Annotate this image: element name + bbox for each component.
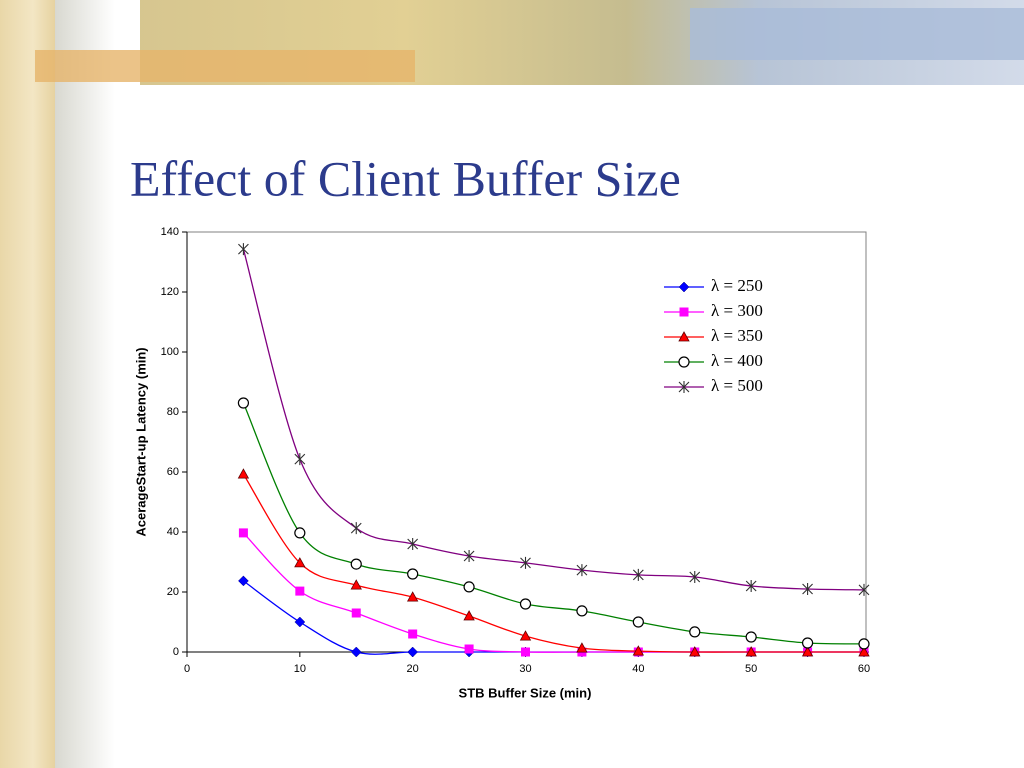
x-axis-label: STB Buffer Size (min) [459, 685, 592, 700]
y-tick-label: 0 [173, 646, 179, 658]
marker [802, 583, 813, 595]
x-tick-label: 10 [294, 663, 306, 675]
marker [237, 397, 250, 409]
marker [464, 644, 474, 654]
marker [294, 557, 306, 568]
marker [407, 646, 419, 658]
y-tick-label: 140 [161, 226, 179, 238]
marker [463, 550, 475, 562]
y-tick-label: 120 [161, 286, 179, 298]
shade [55, 0, 115, 768]
legend-label: λ = 400 [711, 351, 763, 370]
marker [678, 281, 690, 293]
plot-area [186, 231, 867, 653]
marker [632, 645, 645, 656]
marker [350, 646, 362, 658]
banner-band [690, 8, 1024, 60]
marker [463, 581, 475, 593]
x-tick-label: 20 [407, 663, 419, 675]
marker [237, 468, 250, 479]
x-tick-label: 60 [858, 663, 870, 675]
marker [632, 568, 644, 581]
legend-label: λ = 300 [711, 301, 763, 320]
legend-label: λ = 500 [711, 376, 763, 395]
texture-stripe [0, 0, 55, 768]
marker [745, 580, 757, 592]
marker [520, 556, 531, 569]
marker [678, 356, 690, 368]
marker [294, 527, 306, 539]
y-tick-label: 60 [167, 466, 179, 478]
legend-label: λ = 350 [711, 326, 763, 345]
marker [678, 381, 690, 393]
marker [521, 647, 530, 657]
marker [238, 528, 248, 538]
marker [801, 637, 814, 649]
chart: 0 20 40 60 80 100 120 140 0 10 20 30 40 50 60 λ = 250 λ … [161, 226, 870, 675]
marker [801, 646, 814, 657]
y-tick-label: 80 [167, 406, 179, 418]
x-tick-label: 0 [184, 663, 190, 675]
x-tick-label: 40 [632, 663, 644, 675]
marker [576, 564, 588, 577]
marker [519, 598, 532, 610]
marker [350, 522, 362, 535]
marker [858, 638, 870, 650]
y-tick-label: 20 [167, 586, 179, 598]
banner-band [35, 50, 415, 82]
marker [519, 630, 532, 641]
marker [632, 616, 644, 628]
marker [294, 453, 306, 466]
marker [858, 583, 870, 596]
y-tick-label: 40 [167, 526, 179, 538]
marker [576, 605, 588, 617]
marker [576, 642, 588, 653]
y-axis-label: AcerageStart-up Latency (min) [133, 347, 148, 536]
marker [350, 579, 362, 590]
marker [407, 568, 419, 580]
marker [679, 307, 689, 317]
marker [295, 586, 305, 596]
marker [350, 558, 362, 570]
marker [351, 608, 361, 618]
marker [408, 629, 418, 639]
y-tick-label: 100 [161, 346, 179, 358]
marker [294, 616, 306, 628]
marker [858, 646, 870, 657]
marker [238, 243, 249, 256]
x-tick-label: 30 [519, 663, 531, 675]
marker [406, 591, 419, 602]
marker [745, 631, 757, 643]
legend-label: λ = 250 [711, 276, 763, 295]
marker [689, 571, 701, 583]
marker [745, 646, 757, 657]
marker [463, 610, 475, 621]
marker [678, 331, 690, 342]
marker [407, 538, 419, 550]
marker [689, 626, 701, 638]
slide-title: Effect of Client Buffer Size [130, 150, 681, 206]
marker [689, 646, 701, 657]
x-tick-label: 50 [745, 663, 757, 675]
marker [238, 575, 249, 587]
